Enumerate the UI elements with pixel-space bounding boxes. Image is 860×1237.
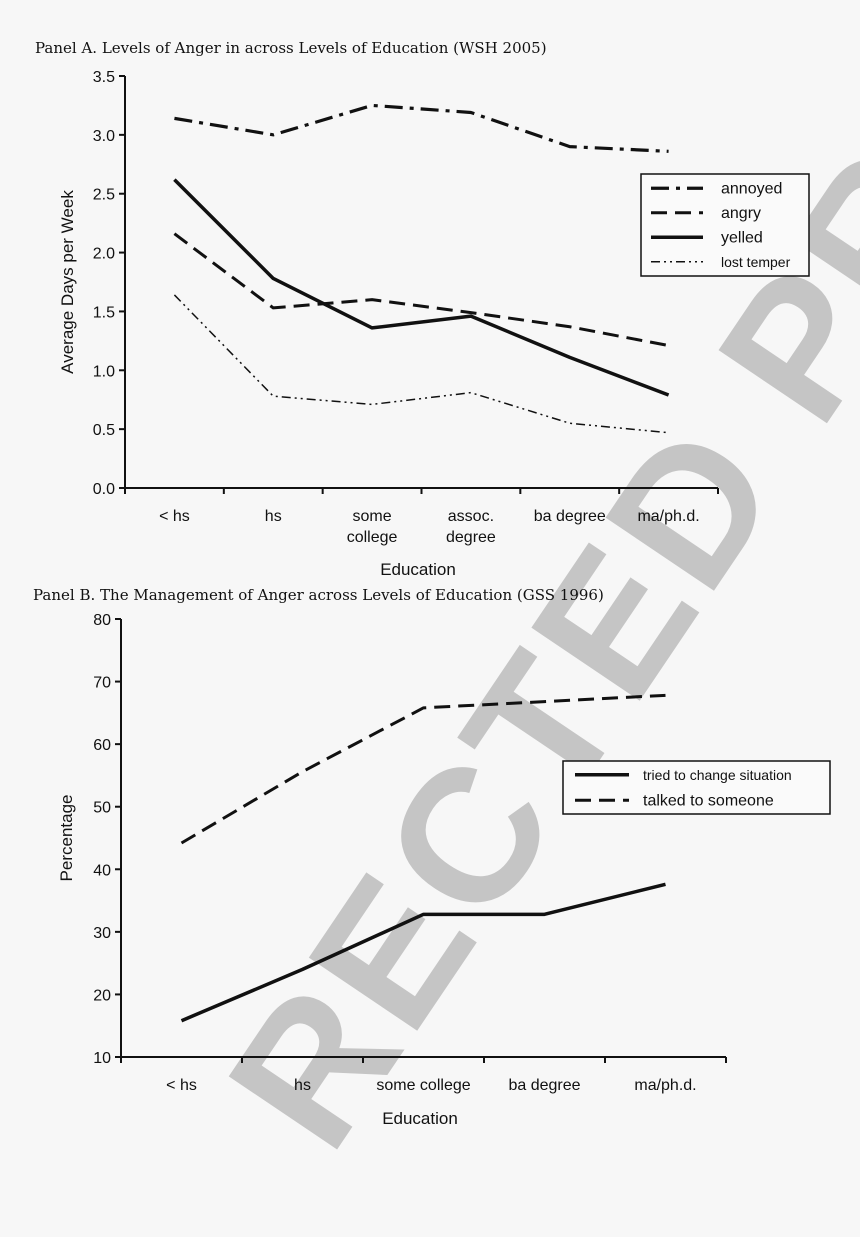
panel-b-title: Panel B. The Management of Anger across … — [33, 586, 604, 604]
y-tick-label: 40 — [93, 862, 111, 879]
series-line-annoyed — [174, 103, 669, 153]
legend-label: yelled — [721, 229, 763, 246]
y-tick-label: 1.5 — [93, 304, 115, 321]
series-line-angry — [173, 232, 669, 348]
series-line-talked-to-someone — [180, 693, 666, 845]
legend-label: annoyed — [721, 180, 782, 197]
series-line-yelled — [173, 178, 670, 397]
y-tick-label: 50 — [93, 800, 111, 817]
x-tick-label: some college — [347, 508, 398, 546]
x-tick-label: assoc. degree — [446, 508, 496, 546]
y-tick-label: 2.0 — [93, 246, 115, 263]
x-tick-label: hs — [265, 508, 282, 525]
legend-label: lost temper — [721, 254, 791, 270]
series-line-lost-temper — [173, 294, 669, 434]
x-tick-label: < hs — [166, 1077, 197, 1094]
legend-label: talked to someone — [643, 792, 774, 809]
panel-a-chart: Panel A. Levels of Anger in across Level… — [35, 39, 810, 579]
y-tick-label: 30 — [93, 925, 111, 942]
y-tick-label: 3.0 — [93, 128, 115, 145]
x-tick-label: ma/ph.d. — [637, 508, 699, 525]
legend-box — [562, 760, 831, 815]
y-tick-label: 2.5 — [93, 187, 115, 204]
x-axis-label: Education — [380, 560, 456, 579]
y-tick-label: 0.5 — [93, 422, 115, 439]
legend-label: angry — [721, 205, 761, 222]
y-tick-label: 10 — [93, 1050, 111, 1067]
x-axis-label: Education — [382, 1109, 458, 1128]
y-tick-label: 3.5 — [93, 69, 115, 86]
y-tick-label: 1.0 — [93, 363, 115, 380]
x-tick-label: < hs — [159, 508, 190, 525]
x-tick-label: hs — [294, 1077, 311, 1094]
x-tick-label: ba degree — [508, 1077, 580, 1094]
y-tick-label: 0.0 — [93, 481, 115, 498]
panel-a-title: Panel A. Levels of Anger in across Level… — [35, 39, 547, 57]
series-line-tried-to-change-situation — [180, 882, 666, 1023]
legend-box — [640, 173, 810, 277]
x-tick-label: some college — [376, 1077, 470, 1094]
y-axis-label: Average Days per Week — [58, 190, 77, 374]
x-tick-label: ba degree — [534, 508, 606, 525]
y-tick-label: 80 — [93, 612, 111, 629]
legend-label: tried to change situation — [643, 767, 792, 783]
y-tick-label: 60 — [93, 737, 111, 754]
y-tick-label: 70 — [93, 675, 111, 692]
y-axis-label: Percentage — [57, 795, 76, 882]
panel-b-chart: Panel B. The Management of Anger across … — [33, 586, 831, 1128]
x-tick-label: ma/ph.d. — [634, 1077, 696, 1094]
y-tick-label: 20 — [93, 987, 111, 1004]
